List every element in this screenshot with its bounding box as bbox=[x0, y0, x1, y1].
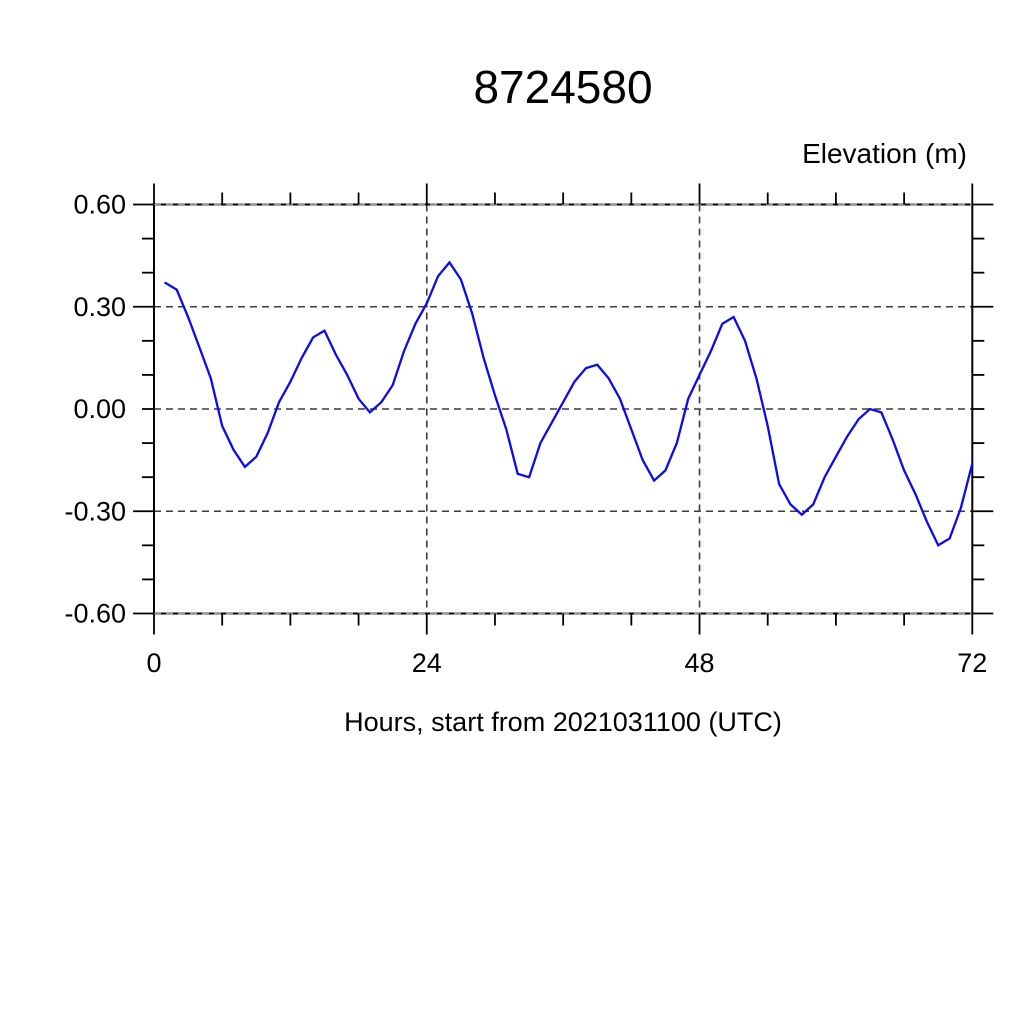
x-tick-label: 24 bbox=[412, 648, 442, 678]
y-tick-label: 0.30 bbox=[73, 292, 126, 322]
y-tick-label: -0.30 bbox=[64, 496, 126, 526]
y-tick-label: 0.60 bbox=[73, 190, 126, 220]
x-tick-label: 72 bbox=[957, 648, 987, 678]
x-tick-label: 0 bbox=[146, 648, 161, 678]
x-tick-label: 48 bbox=[685, 648, 715, 678]
axis-labels: 8724580 Elevation (m) Hours, start from … bbox=[64, 61, 987, 737]
gridlines bbox=[154, 204, 973, 614]
y-tick-label: -0.60 bbox=[64, 599, 126, 629]
elevation-line bbox=[164, 260, 974, 547]
chart-title: 8724580 bbox=[473, 61, 652, 113]
y-tick-label: 0.00 bbox=[73, 394, 126, 424]
data-series bbox=[164, 260, 974, 547]
x-axis-title: Hours, start from 2021031100 (UTC) bbox=[344, 707, 782, 737]
axis-ticks bbox=[133, 183, 994, 635]
y-axis-title: Elevation (m) bbox=[802, 138, 967, 169]
